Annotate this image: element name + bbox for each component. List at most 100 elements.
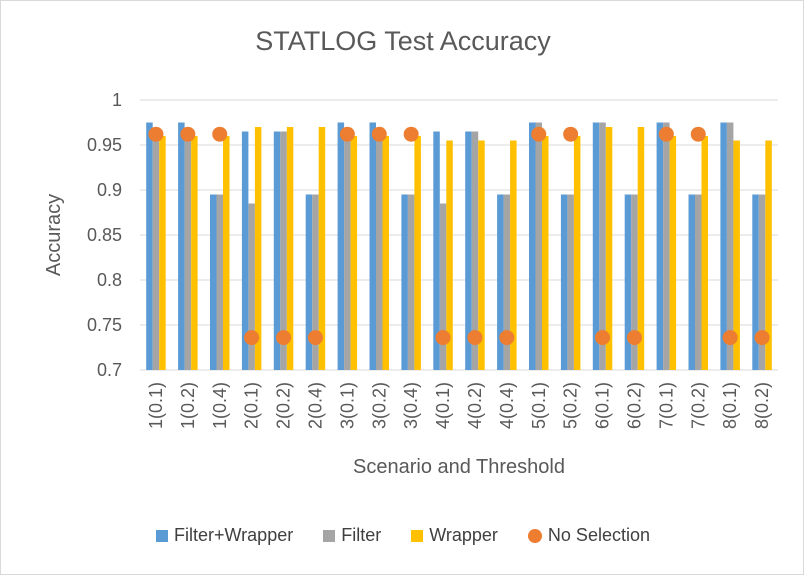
legend-swatch-no-selection — [527, 528, 542, 543]
bar-filter — [471, 131, 479, 370]
x-tick-label: 4(0.4) — [497, 382, 517, 429]
bar-filter — [280, 131, 287, 370]
marker-no-selection — [212, 126, 228, 142]
marker-no-selection — [180, 126, 196, 142]
marker-no-selection — [754, 330, 770, 346]
bar-wrapper — [605, 127, 613, 370]
bar-wrapper — [446, 140, 453, 370]
x-tick-label: 3(0.1) — [337, 382, 357, 429]
legend-item-wrapper: Wrapper — [411, 525, 498, 546]
x-tick-label: 5(0.1) — [529, 382, 549, 429]
legend-swatch-filter — [323, 529, 336, 542]
bar-wrapper — [318, 127, 326, 370]
bar-wrapper — [573, 136, 581, 370]
bar-wrapper — [701, 136, 708, 370]
x-tick-label: 1(0.1) — [146, 382, 166, 429]
y-tick-label: 0.7 — [97, 360, 122, 380]
bar-filter-wrapper — [656, 122, 664, 370]
legend-item-no-selection: No Selection — [527, 525, 650, 546]
bar-wrapper — [669, 136, 677, 370]
marker-no-selection — [403, 126, 419, 142]
bar-filter-wrapper — [401, 194, 408, 370]
bar-filter — [631, 194, 638, 370]
bar-wrapper — [159, 136, 166, 370]
x-tick-label: 6(0.2) — [624, 382, 644, 429]
bar-filter — [344, 131, 351, 370]
bar-filter-wrapper — [688, 194, 695, 370]
bar-filter — [758, 194, 766, 370]
legend-label-filter: Filter — [341, 525, 382, 545]
y-tick-label: 0.95 — [87, 135, 122, 155]
marker-no-selection — [690, 126, 706, 142]
y-tick-label: 0.85 — [87, 225, 122, 245]
bar-filter-wrapper — [720, 122, 727, 370]
bar-wrapper — [286, 127, 294, 370]
bar-wrapper — [350, 136, 358, 370]
marker-no-selection — [626, 330, 642, 346]
bar-filter-wrapper — [146, 122, 153, 370]
x-tick-label: 6(0.1) — [593, 382, 613, 429]
bar-wrapper — [637, 127, 645, 370]
bar-filter — [248, 203, 255, 370]
bar-filter — [726, 122, 734, 370]
x-tick-label: 8(0.1) — [720, 382, 740, 429]
legend-swatch-filter-wrapper — [156, 529, 168, 542]
bar-wrapper — [510, 140, 517, 370]
marker-no-selection — [371, 126, 387, 142]
marker-no-selection — [467, 330, 483, 346]
marker-no-selection — [307, 330, 323, 346]
legend-item-filter-wrapper: Filter+Wrapper — [156, 525, 293, 546]
x-tick-label: 8(0.2) — [752, 382, 772, 429]
legend-item-filter: Filter — [323, 525, 381, 546]
legend-swatch-wrapper — [411, 529, 424, 542]
bar-filter-wrapper — [305, 194, 313, 370]
bar-filter — [535, 122, 542, 370]
bar-filter-wrapper — [529, 122, 536, 370]
marker-no-selection — [531, 126, 547, 142]
x-tick-label: 1(0.2) — [178, 382, 198, 429]
bar-filter — [599, 122, 606, 370]
bar-filter-wrapper — [592, 122, 600, 370]
y-tick-label: 0.8 — [97, 270, 122, 290]
bar-filter — [439, 203, 447, 370]
bar-filter-wrapper — [560, 194, 568, 370]
bar-filter — [567, 194, 574, 370]
bar-wrapper — [414, 136, 421, 370]
bar-wrapper — [733, 140, 740, 370]
bar-filter — [184, 131, 192, 370]
chart-title: STATLOG Test Accuracy — [255, 26, 551, 56]
x-tick-label: 7(0.2) — [688, 382, 708, 429]
bar-filter-wrapper — [337, 122, 345, 370]
bar-filter-wrapper — [241, 131, 249, 370]
x-axis-title: Scenario and Threshold — [353, 456, 565, 478]
bar-filter-wrapper — [624, 194, 632, 370]
marker-no-selection — [722, 330, 738, 346]
chart-legend: Filter+Wrapper Filter Wrapper No Selecti… — [0, 525, 806, 546]
bar-filter-wrapper — [497, 194, 504, 370]
bar-filter-wrapper — [752, 194, 759, 370]
x-tick-label: 2(0.2) — [274, 382, 294, 429]
bar-filter — [312, 194, 319, 370]
x-tick-label: 1(0.4) — [210, 382, 230, 429]
bar-filter — [152, 131, 160, 370]
x-tick-label: 2(0.4) — [305, 382, 325, 429]
bar-wrapper — [478, 140, 485, 370]
y-axis-title: Accuracy — [43, 194, 65, 276]
x-tick-label: 4(0.2) — [465, 382, 485, 429]
marker-no-selection — [148, 126, 164, 142]
bar-filter — [695, 194, 702, 370]
marker-no-selection — [276, 330, 292, 346]
legend-label-wrapper: Wrapper — [429, 525, 498, 545]
bar-wrapper — [542, 136, 549, 370]
bar-filter-wrapper — [433, 131, 440, 370]
bar-filter — [503, 194, 511, 370]
marker-no-selection — [658, 126, 674, 142]
legend-label-no-selection: No Selection — [547, 525, 650, 545]
marker-no-selection — [595, 330, 611, 346]
y-tick-label: 1 — [112, 90, 122, 110]
marker-no-selection — [563, 126, 579, 142]
bar-wrapper — [223, 136, 230, 370]
bar-wrapper — [765, 140, 772, 370]
bar-wrapper — [382, 136, 389, 370]
